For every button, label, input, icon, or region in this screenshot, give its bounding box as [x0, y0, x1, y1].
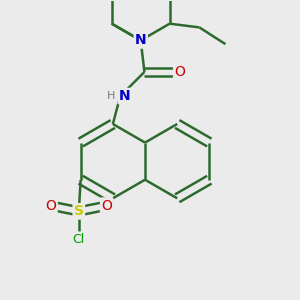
Text: H: H — [107, 91, 115, 101]
Text: Cl: Cl — [73, 233, 85, 246]
Text: N: N — [135, 33, 146, 47]
Text: O: O — [174, 65, 185, 79]
Text: N: N — [119, 89, 130, 103]
Text: O: O — [101, 199, 112, 213]
Text: O: O — [46, 199, 56, 213]
Text: S: S — [74, 204, 84, 218]
